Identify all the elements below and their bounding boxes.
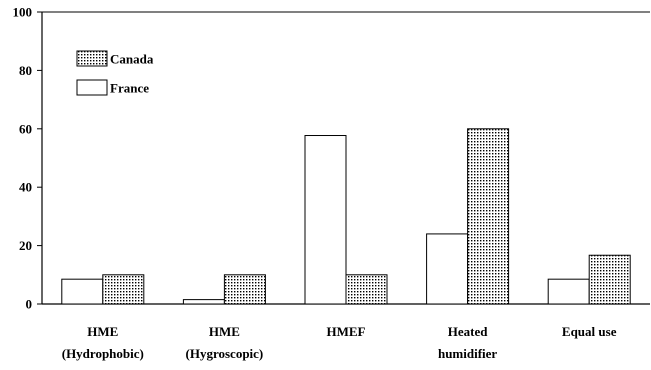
- bar-canada: [588, 254, 631, 305]
- y-tick-label: 80: [19, 63, 32, 78]
- legend-label-canada: Canada: [110, 52, 154, 67]
- y-tick-label: 40: [19, 180, 32, 195]
- bar-france: [304, 135, 347, 305]
- legend-label-france: France: [110, 81, 149, 96]
- x-category-label: Heated: [448, 324, 488, 339]
- bar-france: [426, 233, 469, 305]
- legend-swatch-france: [76, 79, 108, 96]
- x-category-label: Equal use: [562, 324, 617, 339]
- bar-france: [547, 278, 590, 305]
- legend: Canada France: [76, 50, 154, 96]
- bars: [61, 128, 631, 305]
- bar-canada: [223, 274, 266, 305]
- x-category-label: (Hydrophobic): [62, 346, 144, 361]
- bar-france: [182, 299, 225, 305]
- bar-canada: [467, 128, 510, 305]
- x-category-label: (Hygroscopic): [186, 346, 264, 361]
- x-category-label: HME: [87, 324, 118, 339]
- bar-canada: [102, 274, 145, 305]
- y-tick-label: 20: [19, 238, 32, 253]
- x-category-label: HME: [209, 324, 240, 339]
- legend-swatch-canada: [76, 50, 108, 67]
- x-axis-labels: HME (Hydrophobic) HME (Hygroscopic) HMEF Heat…: [62, 324, 617, 361]
- y-tick-label: 100: [13, 5, 33, 20]
- y-tick-label: 0: [26, 297, 33, 312]
- y-tick-label: 60: [19, 121, 32, 136]
- bar-france: [61, 278, 104, 305]
- x-category-label: HMEF: [327, 324, 366, 339]
- bar-canada: [345, 274, 388, 305]
- x-category-label: humidifier: [438, 346, 497, 361]
